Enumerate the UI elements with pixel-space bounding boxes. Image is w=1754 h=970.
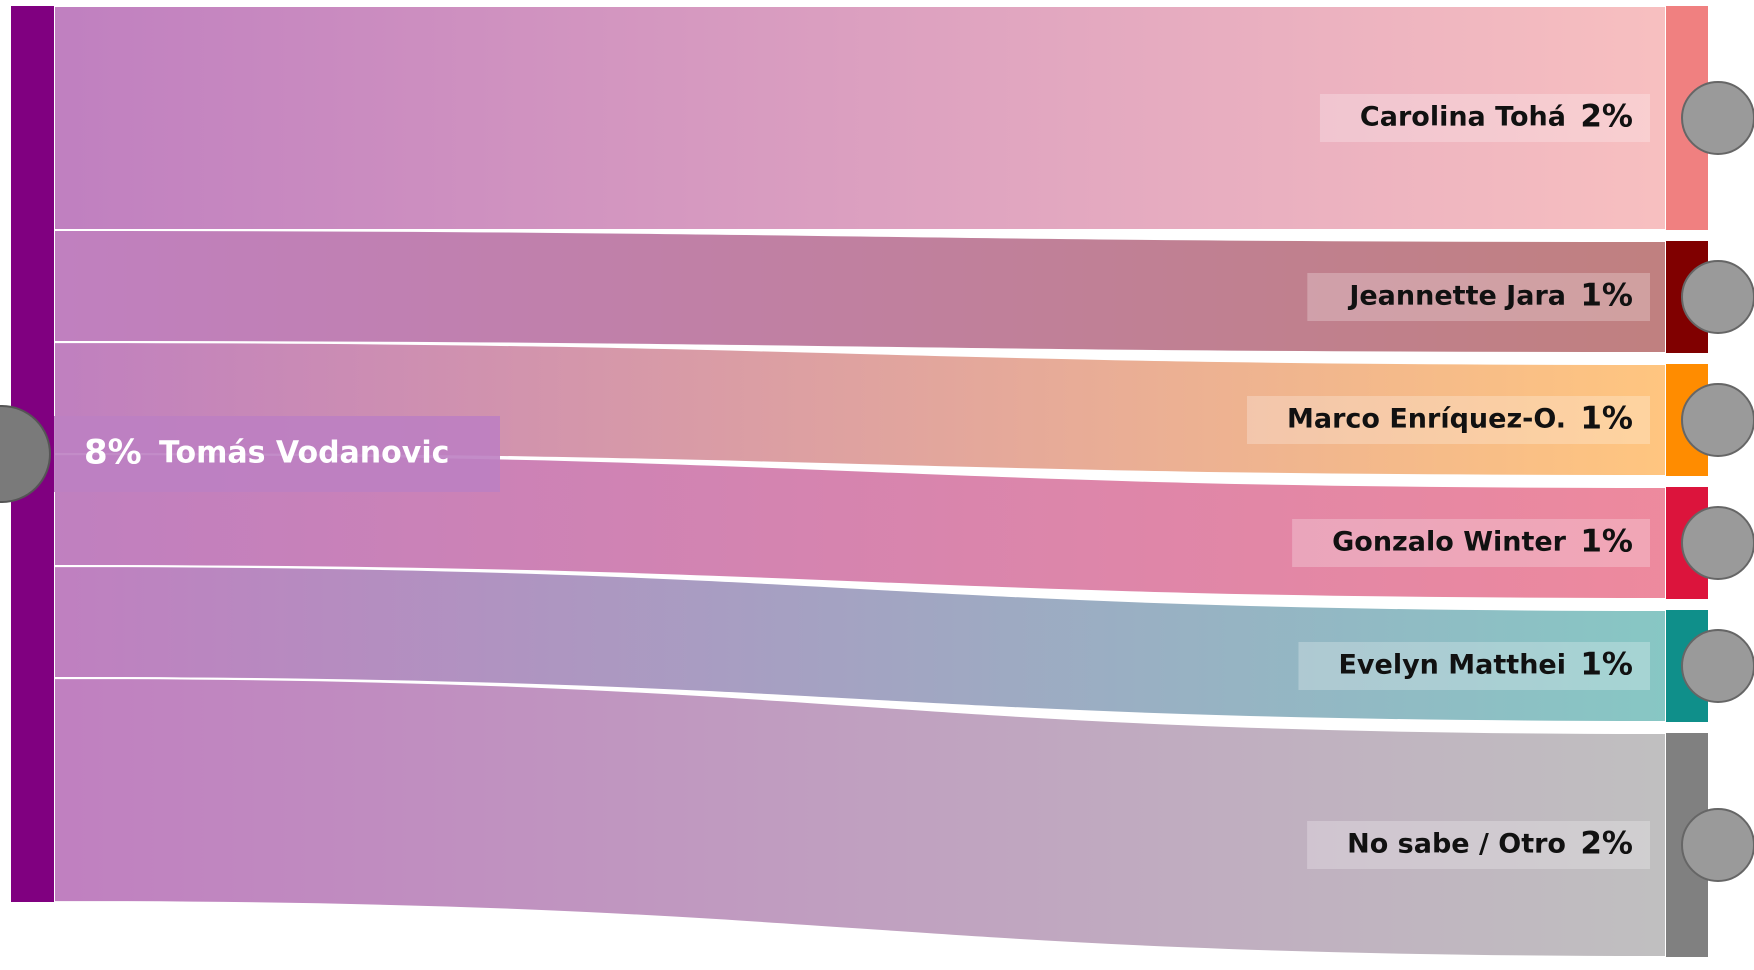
avatar bbox=[0, 405, 51, 503]
target-label: Evelyn Matthei bbox=[1338, 650, 1566, 681]
source-value-label: 8% bbox=[84, 433, 142, 473]
source-label: Tomás Vodanovic bbox=[159, 436, 449, 471]
label-background bbox=[1319, 94, 1650, 142]
target-value-label: 2% bbox=[1580, 826, 1633, 862]
target-label: Jeannette Jara bbox=[1347, 281, 1566, 312]
target-value-label: 1% bbox=[1580, 278, 1633, 314]
target-value-label: 1% bbox=[1580, 524, 1633, 560]
label-background bbox=[1292, 519, 1650, 567]
avatar bbox=[1681, 81, 1754, 155]
source-label-background bbox=[54, 416, 500, 492]
target-label: Gonzalo Winter bbox=[1332, 527, 1567, 558]
target-value-label: 2% bbox=[1580, 99, 1633, 135]
target-label: No sabe / Otro bbox=[1347, 829, 1566, 860]
avatar bbox=[1681, 808, 1754, 882]
avatar bbox=[1681, 260, 1754, 334]
target-label: Marco Enríquez-O. bbox=[1287, 404, 1566, 435]
label-background bbox=[1307, 821, 1650, 869]
avatar bbox=[1681, 506, 1754, 580]
label-background bbox=[1307, 273, 1650, 321]
target-value-label: 1% bbox=[1580, 401, 1633, 437]
avatar bbox=[1681, 383, 1754, 457]
avatar bbox=[1681, 629, 1754, 703]
target-value-label: 1% bbox=[1580, 647, 1633, 683]
target-label: Carolina Tohá bbox=[1360, 102, 1566, 133]
labels: 2% Carolina Tohá 1% Jeannette Jara 1% Marco E… bbox=[0, 81, 1754, 882]
label-background bbox=[1298, 642, 1650, 690]
label-background bbox=[1247, 396, 1650, 444]
